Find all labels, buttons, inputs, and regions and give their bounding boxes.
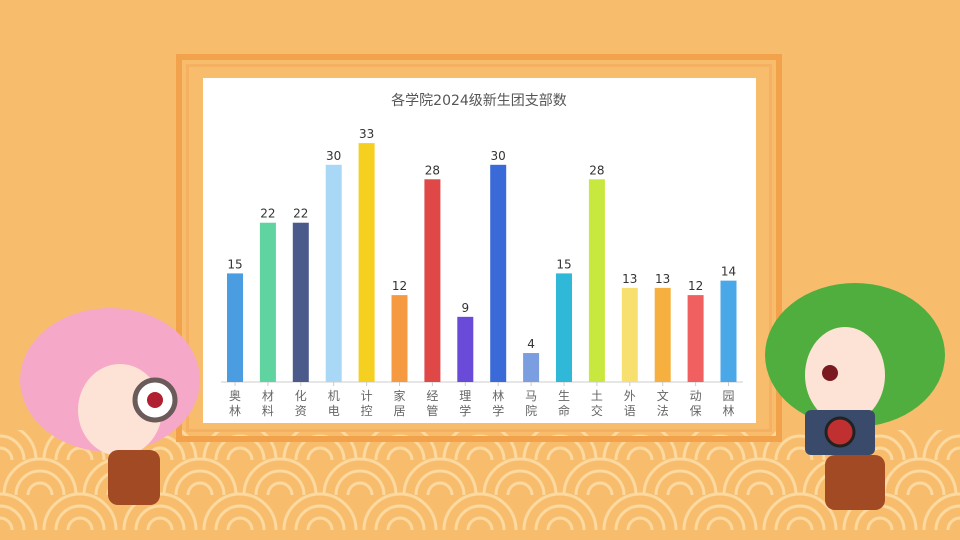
x-tick-label: 计 xyxy=(361,389,373,403)
x-tick-label: 学 xyxy=(492,403,504,418)
x-tick-label: 电 xyxy=(328,404,340,418)
bar-林学 xyxy=(490,164,507,382)
bar-化资 xyxy=(292,222,309,382)
x-tick-label: 园 xyxy=(722,389,734,403)
data-label: 9 xyxy=(461,301,469,315)
data-label: 12 xyxy=(392,279,407,293)
x-tick-label: 机 xyxy=(328,389,340,403)
x-tick-label: 交 xyxy=(591,403,603,418)
x-tick-label: 生 xyxy=(558,389,570,403)
wave-pattern-decoration xyxy=(0,430,960,531)
bar-理学 xyxy=(457,316,474,382)
x-tick-label: 资 xyxy=(295,404,307,418)
x-tick-label: 保 xyxy=(690,404,702,418)
data-label: 15 xyxy=(556,257,571,271)
x-tick-label: 材 xyxy=(262,389,274,403)
x-tick-label: 语 xyxy=(624,404,636,418)
data-label: 22 xyxy=(260,207,275,221)
x-tick-label: 林 xyxy=(722,404,734,418)
bar-园林 xyxy=(720,280,737,382)
data-label: 14 xyxy=(721,265,736,279)
bar-生命 xyxy=(556,273,572,382)
data-label: 15 xyxy=(227,257,242,271)
chart-title: 各学院2024级新生团支部数 xyxy=(391,93,567,109)
data-label: 13 xyxy=(622,272,637,286)
bar-家居 xyxy=(391,295,408,382)
decorative-frame-inner xyxy=(186,64,772,432)
bar-动保 xyxy=(687,295,704,382)
bar-经管 xyxy=(424,179,441,382)
data-label: 4 xyxy=(527,337,535,351)
bar-外语 xyxy=(621,287,638,382)
data-label: 22 xyxy=(293,207,308,221)
x-tick-label: 法 xyxy=(657,404,669,418)
green-cartoon-character xyxy=(765,283,945,510)
x-tick-label: 外 xyxy=(624,389,636,403)
bar-chart: 各学院2024级新生团支部数 15奥林22材料22化资30机电33计控12家居2… xyxy=(221,93,743,418)
x-tick-label: 院 xyxy=(525,404,537,418)
bar-材料 xyxy=(259,222,276,382)
x-tick-label: 居 xyxy=(393,404,405,418)
data-label: 28 xyxy=(425,163,440,177)
data-label: 30 xyxy=(491,149,506,163)
bar-土交 xyxy=(588,179,605,382)
data-label: 30 xyxy=(326,149,341,163)
data-label: 33 xyxy=(359,127,374,141)
x-tick-label: 命 xyxy=(558,403,570,418)
x-tick-label: 动 xyxy=(690,389,702,403)
x-tick-label: 经 xyxy=(426,389,438,403)
bar-计控 xyxy=(358,143,375,382)
x-tick-label: 学 xyxy=(459,403,471,418)
chart-panel: 各学院2024级新生团支部数 15 奥林 22 材料 22 化资 30 机电 33 计控 12 家居 2… xyxy=(203,78,756,423)
x-tick-label: 化 xyxy=(295,389,307,403)
x-tick-label: 林 xyxy=(492,389,504,403)
data-label: 12 xyxy=(688,279,703,293)
x-tick-label: 马 xyxy=(525,389,537,403)
x-tick-label: 理 xyxy=(459,389,471,403)
x-tick-label: 管 xyxy=(426,403,438,418)
pink-cartoon-character xyxy=(20,308,200,505)
bar-马院 xyxy=(523,353,540,382)
x-tick-label: 家 xyxy=(393,388,405,403)
data-label: 28 xyxy=(589,163,604,177)
x-tick-label: 林 xyxy=(229,404,241,418)
x-tick-label: 料 xyxy=(262,404,274,418)
data-label: 13 xyxy=(655,272,670,286)
bar-机电 xyxy=(325,164,342,382)
x-tick-label: 奥 xyxy=(229,389,241,403)
decorative-frame xyxy=(176,54,782,442)
bar-奥林 xyxy=(227,273,243,382)
x-tick-label: 土 xyxy=(591,389,603,403)
bar-文法 xyxy=(654,287,671,382)
x-tick-label: 控 xyxy=(361,404,373,418)
x-tick-label: 文 xyxy=(657,388,669,403)
